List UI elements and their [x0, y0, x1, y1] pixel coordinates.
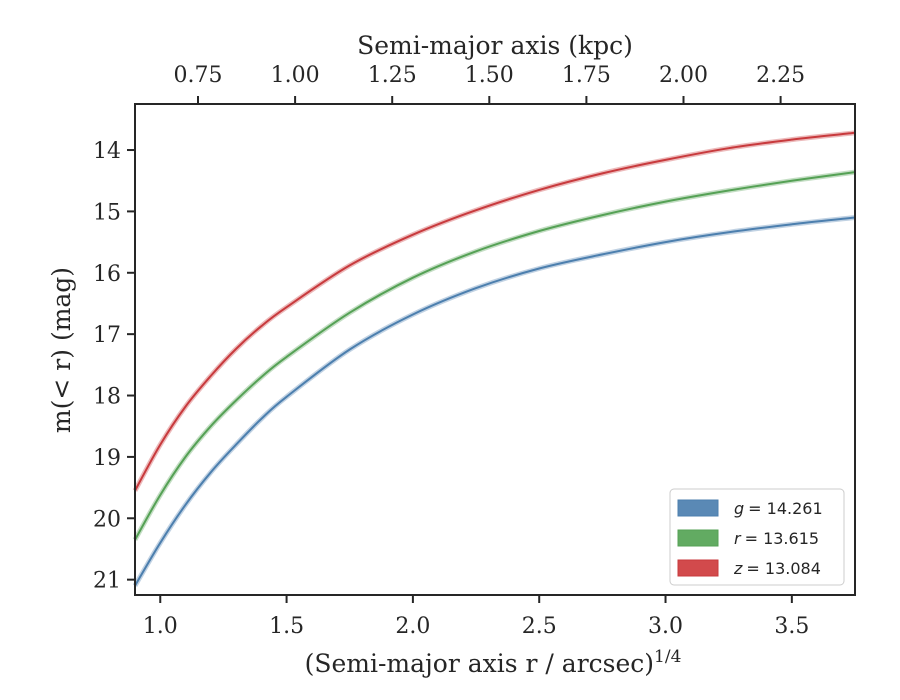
top-x-tick-label: 1.25 [368, 63, 417, 88]
y-axis-label: m(< r) (mag) [47, 267, 76, 433]
legend: g = 14.261 r = 13.615 z = 13.084 [669, 488, 845, 586]
top-x-tick-label: 1.75 [562, 63, 611, 88]
legend-var-r: r [734, 529, 742, 548]
legend-swatch-g [677, 499, 719, 517]
top-x-axis-label: Semi-major axis (kpc) [357, 31, 633, 60]
top-x-tick-label: 1.50 [465, 63, 514, 88]
top-x-tick-label: 1.00 [271, 63, 320, 88]
x-tick-label: 1.0 [143, 614, 178, 639]
x-axis-label-superscript: 1/4 [654, 647, 681, 667]
x-axis-label-text: (Semi-major axis r / arcsec) [305, 649, 654, 678]
y-tick-label: 14 [93, 139, 121, 164]
legend-label-r: r = 13.615 [734, 529, 819, 548]
y-axis-left: 14 15 16 17 18 19 20 21 [93, 139, 135, 594]
legend-var-z: z [733, 559, 743, 578]
y-tick-label: 16 [93, 262, 121, 287]
legend-value-z: = 13.084 [746, 559, 820, 578]
x-axis-top: 0.75 1.00 1.25 1.50 1.75 2.00 2.25 [174, 63, 805, 104]
y-tick-label: 19 [93, 446, 121, 471]
x-tick-label: 2.0 [395, 614, 430, 639]
legend-label-g: g = 14.261 [734, 499, 823, 518]
x-tick-label: 3.5 [774, 614, 809, 639]
legend-value-g: = 14.261 [748, 499, 822, 518]
y-tick-label: 17 [93, 323, 121, 348]
y-tick-label: 20 [93, 507, 121, 532]
y-tick-label: 15 [93, 200, 121, 225]
series-group [132, 130, 856, 588]
x-axis-bottom: 1.0 1.5 2.0 2.5 3.0 3.5 [143, 595, 809, 639]
series-r-line [134, 171, 856, 541]
legend-swatch-z [677, 559, 719, 577]
legend-var-g: g [734, 499, 744, 518]
x-tick-label: 1.5 [269, 614, 304, 639]
plot-frame [134, 103, 856, 596]
y-tick-label: 21 [93, 569, 121, 594]
x-tick-label: 2.5 [522, 614, 557, 639]
x-tick-label: 3.0 [648, 614, 683, 639]
y-tick-label: 18 [93, 385, 121, 410]
legend-value-r: = 13.615 [745, 529, 819, 548]
series-z-line [134, 131, 856, 492]
top-x-tick-label: 2.25 [756, 63, 805, 88]
series-g-line [134, 216, 856, 587]
top-x-tick-label: 0.75 [174, 63, 223, 88]
legend-label-z: z = 13.084 [733, 559, 821, 578]
top-x-tick-label: 2.00 [659, 63, 708, 88]
x-axis-label: (Semi-major axis r / arcsec)1/4 [305, 647, 682, 678]
legend-swatch-r [677, 529, 719, 547]
